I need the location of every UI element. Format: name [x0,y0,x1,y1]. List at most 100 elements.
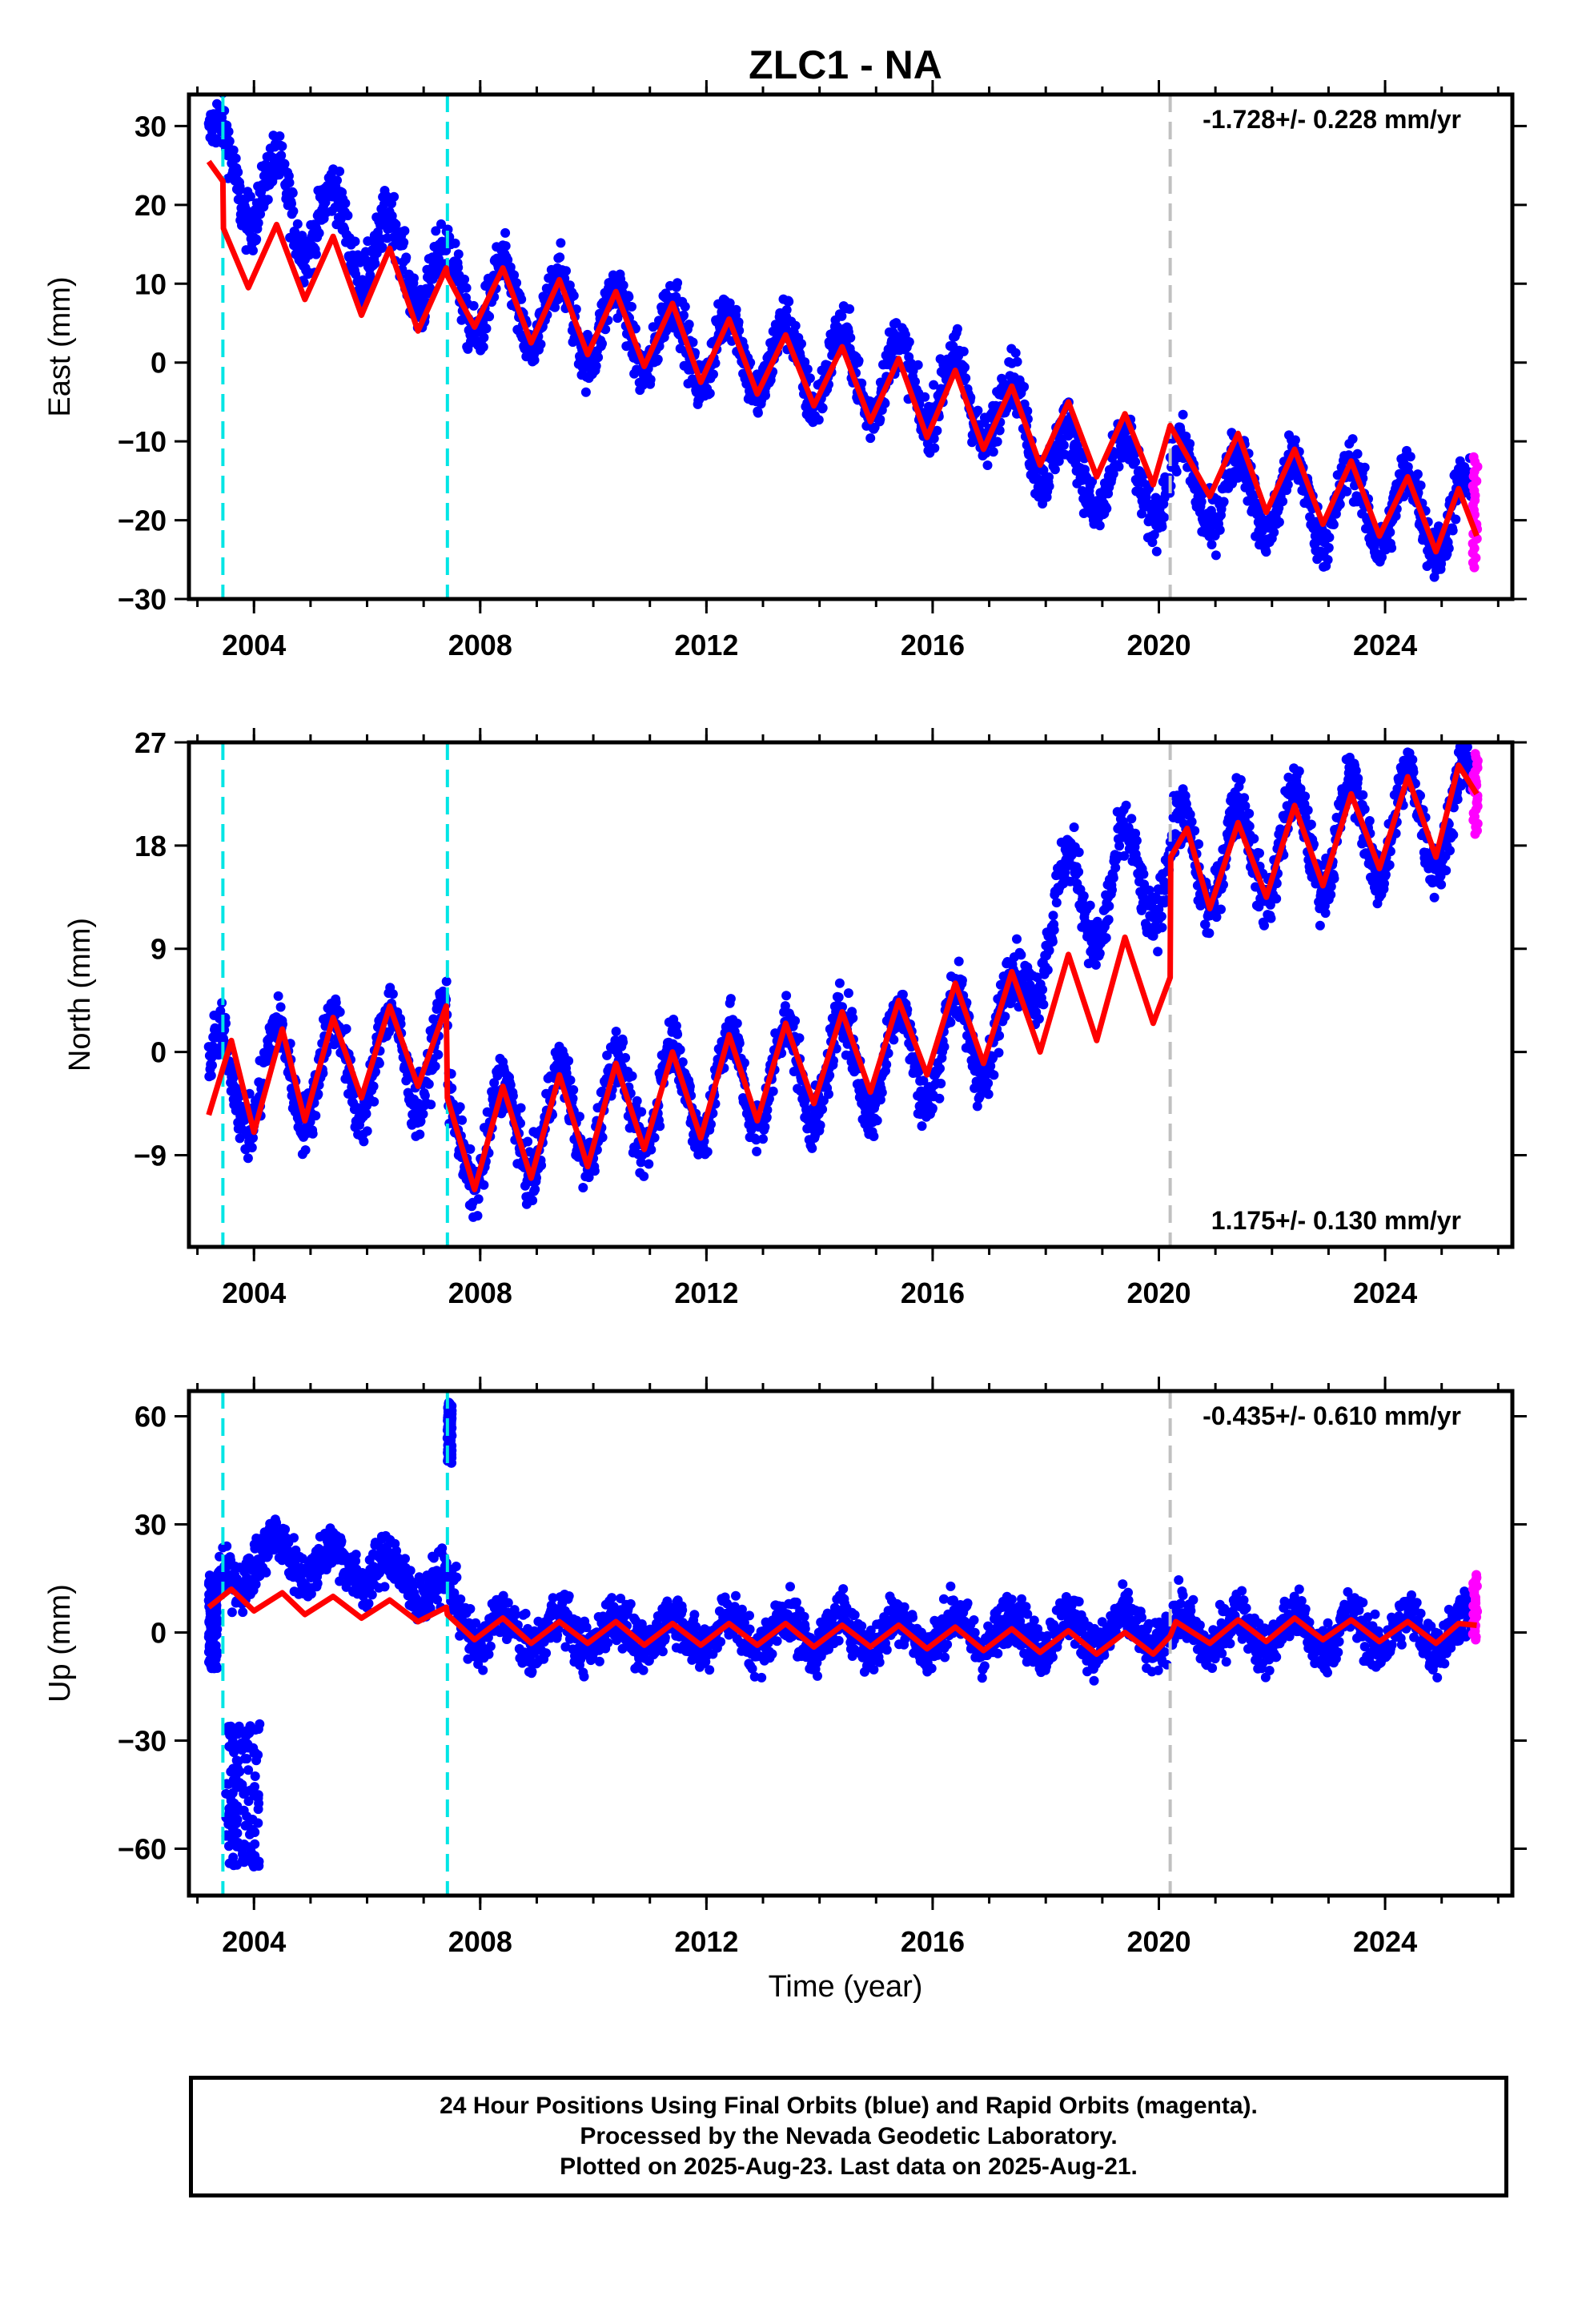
final-orbit-point [1094,948,1105,959]
final-orbit-point [1211,550,1221,561]
final-orbit-point [1283,480,1293,490]
final-orbit-point [391,219,401,230]
final-orbit-point [927,1104,938,1113]
final-orbit-point [481,324,492,334]
final-orbit-point [934,1093,945,1104]
final-orbit-point [1130,456,1141,467]
final-orbit-point [954,956,964,967]
final-orbit-point [1235,774,1246,785]
final-orbit-point [479,1180,489,1190]
final-orbit-point [1240,801,1251,811]
final-orbit-point [813,415,824,425]
final-orbit-point [1000,1011,1010,1022]
final-orbit-point [228,145,239,155]
final-orbit-point [1044,481,1054,492]
final-orbit-point [652,354,663,364]
final-orbit-point [387,989,398,999]
final-orbit-point [725,994,736,1004]
final-orbit-point [1255,848,1264,858]
final-orbit-point [1022,406,1033,416]
final-orbit-point [618,1037,628,1047]
final-orbit-point [913,1067,924,1077]
final-orbit-point [433,1050,444,1059]
final-orbit-point [752,1146,762,1156]
final-orbit-point [273,991,283,1001]
final-orbits-series [203,94,1477,582]
final-orbit-point [936,1079,946,1088]
final-orbit-point [972,1101,982,1112]
final-orbit-point [1278,497,1288,507]
final-orbit-point [958,346,969,356]
final-orbit-point [918,1076,929,1086]
final-orbit-point [479,332,489,343]
final-orbit-point [597,1132,608,1143]
final-orbit-point [675,1044,685,1055]
final-orbit-point [313,1089,323,1100]
final-orbit-point [1377,552,1387,562]
final-orbit-point [457,1115,468,1125]
final-orbit-point [1283,772,1294,782]
final-orbit-point [508,1091,518,1101]
final-orbit-point [1147,537,1158,548]
final-orbit-point [1094,521,1105,531]
final-orbit-point [484,312,495,322]
final-orbit-point [512,278,522,288]
final-orbit-point [530,1184,540,1195]
final-orbit-point [589,1166,600,1176]
final-orbit-point [1054,456,1064,466]
final-orbit-point [688,337,698,348]
final-orbit-point [1181,431,1191,441]
final-orbit-point [341,1023,351,1034]
final-orbit-point [1412,469,1423,480]
final-orbit-point [500,241,511,251]
final-orbit-point [802,364,813,374]
final-orbit-point [1300,791,1311,802]
final-orbit-point [960,362,970,372]
final-orbit-point [684,320,694,330]
final-orbit-point [725,298,735,308]
final-orbit-point [1300,813,1311,822]
final-orbit-point [1119,850,1130,861]
final-orbit-point [351,269,361,279]
final-orbit-point [677,1057,688,1068]
final-orbit-point [1159,513,1169,522]
final-orbit-point [1157,521,1167,532]
final-orbit-point [1048,911,1058,921]
final-orbit-point [1324,533,1335,542]
y-tick-label: 20 [135,189,167,222]
final-orbit-point [1157,923,1167,933]
final-orbit-point [343,211,353,221]
final-orbit-point [645,375,656,384]
final-orbit-point [1415,480,1426,491]
final-orbit-point [1266,913,1276,923]
final-orbit-point [1047,936,1058,947]
final-orbit-point [973,405,983,416]
final-orbit-point [992,436,1002,447]
final-orbit-point [568,291,579,301]
final-orbit-point [834,978,845,988]
final-orbit-point [739,1058,749,1068]
final-orbit-point [418,1109,428,1120]
final-orbit-point [363,236,373,247]
final-orbit-point [1085,900,1095,911]
final-orbit-point [284,178,295,188]
final-orbit-point [1185,439,1195,449]
final-orbit-point [1104,901,1114,911]
final-orbit-point [877,1088,887,1098]
final-orbit-point [807,1143,817,1153]
final-orbit-point [255,209,266,219]
final-orbit-point [1244,821,1255,831]
final-orbit-point [441,976,452,987]
final-orbit-point [1074,866,1084,877]
final-orbit-point [1385,527,1395,537]
final-orbit-point [875,414,885,424]
final-orbit-point [1090,959,1101,970]
final-orbit-point [1114,841,1125,851]
final-orbit-point [591,361,601,371]
final-orbit-point [917,1121,927,1132]
final-orbit-point [575,1112,584,1122]
final-orbit-point [1294,766,1304,776]
final-orbit-point [1269,527,1279,537]
final-orbit-point [428,1014,439,1024]
final-orbit-point [1087,476,1098,487]
